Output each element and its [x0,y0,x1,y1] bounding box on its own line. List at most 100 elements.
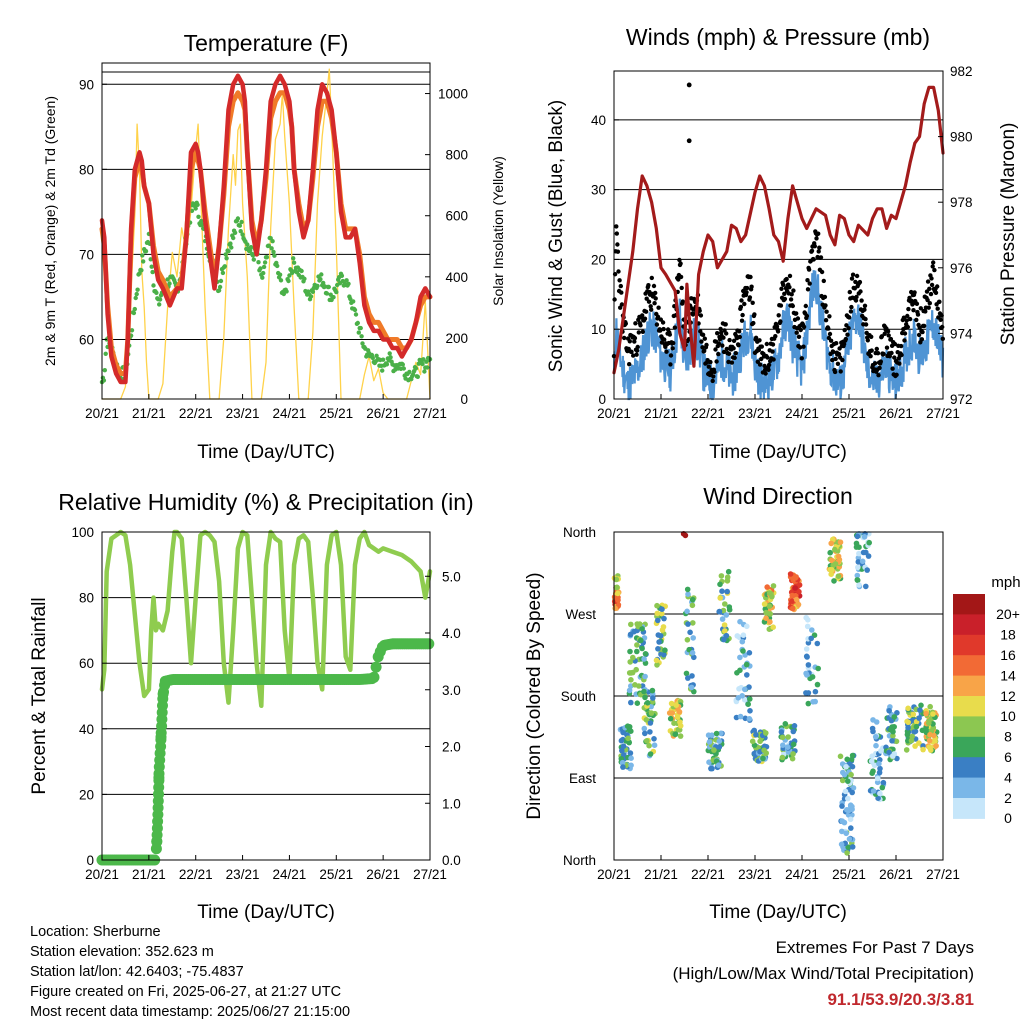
temperature-xlabel: Time (Day/UTC) [197,442,335,463]
gust-point [918,306,923,311]
wind-direction-point [843,830,849,837]
gust-point [638,323,643,328]
wind-direction-point [848,825,854,831]
gust-point [649,307,654,312]
gust-point [627,339,632,344]
gust-point [875,351,881,356]
y2-tick-label: 0.0 [442,853,461,868]
dewpoint-point [261,270,266,276]
x-tick-label: 21/21 [132,406,166,421]
x-tick-label: 26/21 [366,406,400,421]
y-tick-label: 90 [79,77,94,92]
gust-point [739,318,745,323]
gust-point [869,334,874,339]
gust-point [766,362,772,368]
wind-direction-point [667,715,674,722]
wind-direction-point [876,769,883,776]
wind-direction-point [782,721,789,727]
x-tick-label: 22/21 [691,867,725,882]
wind-direction-point [643,717,650,723]
wind-direction-point [845,844,851,850]
gust-point [627,362,632,367]
wind-direction-point [873,742,879,749]
wind-direction-point [646,742,652,749]
gust-point [827,314,832,319]
gust-point [775,329,781,334]
gust-point [848,309,854,314]
wind-direction-point [705,732,712,738]
wind-direction-point [785,749,792,755]
gust-point [672,325,678,330]
wind-direction-point [909,733,915,740]
gust-point [617,278,622,283]
x-tick-label: 27/21 [926,867,960,882]
wind-direction-point [853,540,860,547]
gust-point [858,289,863,294]
wind-direction-point [628,621,634,628]
x-tick-label: 20/21 [85,406,119,421]
wind-direction-point [654,602,660,609]
wind-direction-point [747,708,753,714]
x-tick-label: 23/21 [226,406,260,421]
wind-direction-point [839,818,845,824]
gust-point [615,242,620,247]
dewpoint-point [346,281,351,286]
wind-direction-point [809,674,816,680]
gust-point [853,279,858,285]
gust-point [915,312,921,317]
winds-y2label: Station Pressure (Maroon) [998,123,1019,346]
dewpoint-point [359,334,364,339]
wind-direction-point [778,729,785,735]
gust-point [699,339,704,344]
wind-direction-point [809,627,815,633]
gust-point [720,343,725,348]
wind-direction-point [859,558,866,565]
wind-direction-point [779,754,786,761]
y-tick-label: North [563,853,596,868]
gust-point [678,274,684,280]
wind-direction-point [835,573,842,579]
gust-point [932,267,937,273]
wind-direction-point [634,642,640,648]
gust-point [770,342,776,347]
legend-swatch [953,716,985,738]
wind-direction-point [865,553,872,559]
wind-direction-point [863,583,869,590]
gust-point [940,324,945,330]
gust-point [732,355,737,360]
dewpoint-point [226,249,231,254]
wind-direction-point [839,803,845,809]
gust-point [733,351,738,356]
gust-point [796,334,802,339]
wind-direction-point [684,608,690,615]
gust-point [744,290,749,295]
dewpoint-point [281,291,286,297]
wind-direction-point [889,738,895,744]
wind-direction-point [878,748,884,754]
temp-2m-series [99,73,433,385]
legend-label: 20+ [996,606,1020,622]
wind-direction-point [746,650,753,656]
y-tick-label: 60 [79,656,94,671]
wind-direction-point [886,749,892,756]
wind-direction-point [662,647,668,653]
gust-point [649,275,654,281]
wind-speed-legend-title: mph [991,574,1020,591]
humidity-plot-frame [101,531,431,861]
x-tick-label: 27/21 [413,867,447,882]
station-latlon: Station lat/lon: 42.6403; -75.4837 [30,964,244,980]
wind-direction-point [815,665,821,672]
temp-2m-line [99,73,433,385]
wind-direction-point [641,688,647,695]
gust-point [618,283,623,289]
gust-point [912,290,917,295]
gust-point [747,295,753,300]
wind-direction-point [804,672,810,678]
wind-direction-point [869,770,875,776]
wind-direction-point [668,700,675,707]
gust-point [916,332,922,338]
gust-point [744,285,750,291]
wind-direction-point [876,760,882,767]
gust-point [890,366,895,371]
legend-swatch [953,696,985,717]
